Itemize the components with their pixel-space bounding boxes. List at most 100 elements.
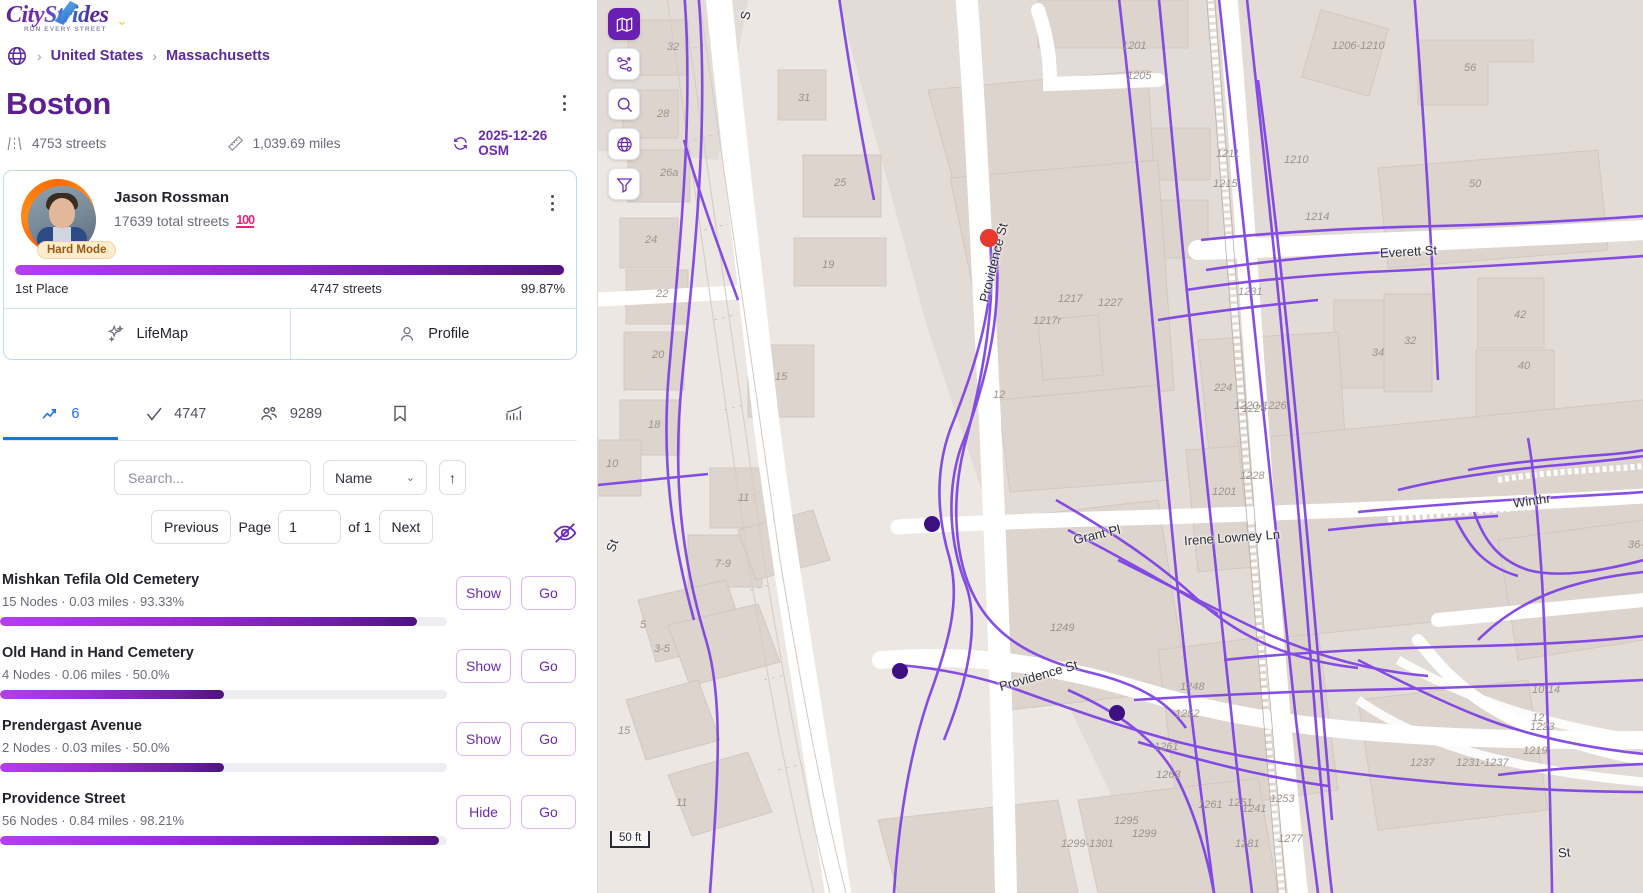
map-house-number: 1241 (1242, 803, 1267, 815)
street-progress-bar (0, 690, 447, 699)
content-tabs: 6 4747 9289 (3, 392, 577, 441)
user-info: Jason Rossman 17639 total streets 100 (114, 183, 255, 255)
stat-osm-value: 2025-12-26 OSM (478, 128, 548, 158)
map-street-label: St (1557, 844, 1572, 861)
street-actions: Show Go (456, 649, 576, 683)
street-progress-fill (0, 690, 224, 699)
map-house-number: 1263 (1156, 769, 1181, 781)
page-title: Boston (6, 86, 111, 121)
map-street-label: Everett St (1379, 242, 1438, 261)
map-filter-button[interactable] (608, 168, 640, 200)
map-house-number: 1231 (1238, 286, 1263, 298)
previous-button[interactable]: Previous (151, 510, 232, 544)
city-stats: 4753 streets 1,039.69 miles 2025-12-2 (6, 128, 581, 158)
street-list-item: Providence Street 56 Nodes · 0.84 miles ·… (0, 779, 590, 852)
page-input[interactable] (278, 510, 342, 544)
sort-field-select[interactable]: Name ⌄ (323, 460, 427, 495)
map-route-button[interactable] (608, 48, 640, 80)
map-canvas[interactable]: 50 ft Providence St Providence St Everett … (597, 0, 1643, 893)
street-actions: Show Go (456, 576, 576, 610)
brand-chevron-down-icon[interactable]: ⌄ (116, 12, 128, 28)
globe-icon[interactable] (6, 45, 28, 67)
map-house-number: 32 (1404, 335, 1417, 347)
street-go-button[interactable]: Go (521, 649, 576, 683)
map-house-number: 1214 (1305, 211, 1330, 223)
tab-trending[interactable]: 6 (3, 392, 118, 440)
lifemap-button[interactable]: LifeMap (4, 309, 290, 359)
street-name[interactable]: Providence Street (2, 791, 126, 807)
hard-mode-badge: Hard Mode (37, 241, 117, 259)
stat-osm[interactable]: 2025-12-26 OSM (452, 128, 581, 158)
logo-tagline: RUN EVERY STREET (24, 26, 107, 33)
next-button[interactable]: Next (378, 510, 434, 544)
street-list-item: Old Hand in Hand Cemetery 4 Nodes · 0.06 … (0, 633, 590, 706)
brand-logo[interactable]: CityStrides RUN EVERY STREET ⌄ (6, 1, 128, 36)
map-house-number: 1210 (1284, 154, 1309, 166)
street-toggle-button[interactable]: Hide (456, 795, 511, 829)
tab-stats[interactable] (462, 392, 577, 440)
map-marker-start[interactable] (980, 229, 998, 247)
street-name[interactable]: Old Hand in Hand Cemetery (2, 645, 194, 661)
map-house-number: 50 (1469, 178, 1482, 190)
sort-direction-button[interactable]: ↑ (439, 460, 466, 495)
breadcrumb-item-country[interactable]: United States (50, 48, 144, 64)
map-node-3[interactable] (1109, 705, 1125, 721)
tab-bookmarks[interactable] (347, 392, 462, 440)
eye-off-icon[interactable] (552, 520, 578, 546)
map-house-number: 12 (1532, 712, 1545, 724)
map-house-number: 20 (652, 349, 665, 361)
pagination: Previous Page of 1 Next (151, 510, 434, 544)
map-house-number: 22 (656, 288, 669, 300)
stat-miles: 1,039.69 miles (227, 135, 453, 152)
map-house-number: 1215 (1213, 178, 1238, 190)
map-house-number: 1217r (1033, 315, 1062, 327)
street-name[interactable]: Prendergast Avenue (2, 718, 142, 734)
street-go-button[interactable]: Go (521, 576, 576, 610)
map-basemap-button[interactable] (608, 8, 640, 40)
user-progress-bar (15, 265, 565, 275)
page-total: of 1 (348, 519, 372, 535)
map-house-number: 26a (660, 167, 679, 179)
tab-people-label: 9289 (289, 405, 323, 422)
stat-streets: 4753 streets (6, 134, 227, 153)
user-streets-done: 4747 streets (310, 281, 382, 296)
list-controls: Name ⌄ ↑ (114, 460, 466, 495)
street-progress-fill (0, 763, 224, 772)
street-list: Mishkan Tefila Old Cemetery 15 Nodes · 0.… (0, 560, 590, 852)
tab-people[interactable]: 9289 (233, 392, 348, 440)
logo-text: CityStrides (6, 2, 109, 28)
users-icon (258, 404, 280, 424)
map-node-1[interactable] (924, 516, 940, 532)
map-house-number: 1211 (1216, 148, 1240, 160)
street-go-button[interactable]: Go (521, 722, 576, 756)
street-name[interactable]: Mishkan Tefila Old Cemetery (2, 572, 200, 588)
map-house-number: 224 (1214, 382, 1233, 394)
map-house-number: 40 (1518, 360, 1531, 372)
city-more-vertical-icon[interactable] (555, 92, 573, 114)
user-icon (397, 324, 417, 344)
street-go-button[interactable]: Go (521, 795, 576, 829)
user-place: 1st Place (15, 281, 69, 296)
tab-completed[interactable]: 4747 (118, 392, 233, 440)
profile-button[interactable]: Profile (289, 309, 577, 359)
street-meta: 2 Nodes · 0.03 miles · 50.0% (2, 740, 170, 755)
map-search-button[interactable] (608, 88, 640, 120)
map-house-number: 1277 (1278, 833, 1303, 845)
map-activity-traces (598, 0, 1643, 893)
map-node-2[interactable] (892, 663, 908, 679)
map-house-number: 32 (667, 41, 680, 53)
breadcrumb-item-state[interactable]: Massachusetts (166, 48, 270, 64)
search-input[interactable] (114, 460, 311, 495)
map-house-number: 1201 (1212, 486, 1237, 498)
user-name[interactable]: Jason Rossman (114, 189, 230, 206)
avatar-wrapper[interactable]: Hard Mode (21, 179, 117, 259)
street-toggle-button[interactable]: Show (456, 722, 511, 756)
user-progress-fill (15, 265, 565, 275)
street-toggle-button[interactable]: Show (456, 576, 511, 610)
user-card-more-vertical-icon[interactable] (551, 195, 554, 211)
stat-miles-value: 1,039.69 miles (252, 135, 341, 151)
street-toggle-button[interactable]: Show (456, 649, 511, 683)
map-house-number: 19 (822, 259, 835, 271)
map-scale-bar: 50 ft (610, 831, 651, 848)
map-globe-button[interactable] (608, 128, 640, 160)
